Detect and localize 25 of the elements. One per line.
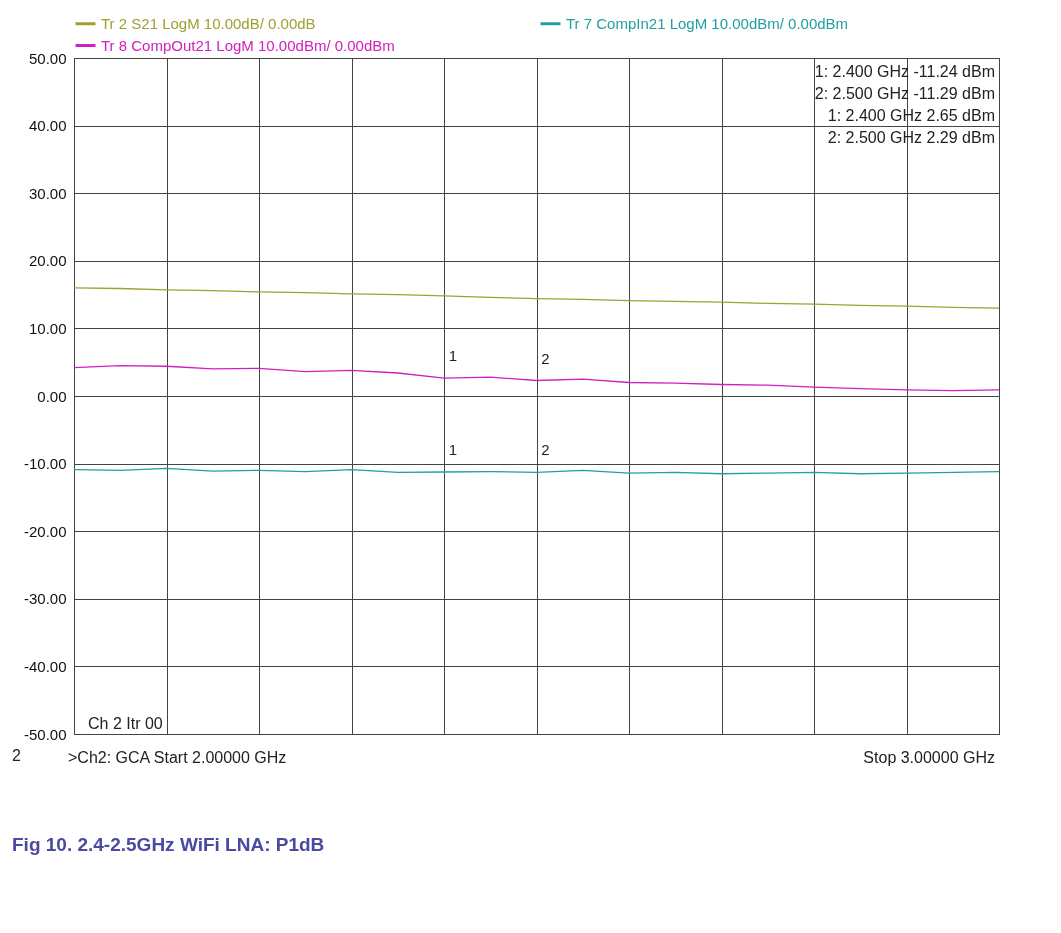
- text: Stop 3.00000 GHz: [863, 749, 995, 766]
- text: 2: [12, 747, 21, 764]
- y-tick-label: 30.00: [28, 184, 67, 202]
- y-tick-label: -10.00: [23, 455, 67, 473]
- y-tick-label: 20.00: [28, 252, 67, 270]
- annotation: 1: [448, 440, 458, 458]
- y-tick-label: 0.00: [37, 387, 67, 405]
- y-tick-label: -20.00: [23, 522, 67, 540]
- y-tick-label: -50.00: [23, 725, 67, 743]
- y-tick-label: 10.00: [28, 319, 67, 337]
- line-series: [74, 287, 999, 309]
- annotation: 2: [541, 441, 550, 459]
- y-tick-label: -30.00: [23, 590, 67, 608]
- annotation: 2: [541, 349, 550, 367]
- y-tick-label: 50.00: [28, 49, 67, 67]
- annotation: 1: [448, 347, 458, 365]
- legend-label: Tr 2 S21 LogM 10.00dB/ 0.00dB: [101, 14, 316, 32]
- text: Fig 10. 2.4-2.5GHz WiFi LNA: P1dB: [12, 834, 325, 855]
- y-tick-label: -40.00: [23, 657, 67, 675]
- line-series: [74, 364, 999, 392]
- legend-label: Tr 7 CompIn21 LogM 10.00dBm/ 0.00dBm: [566, 14, 849, 32]
- text: >Ch2: GCA Start 2.00000 GHz: [68, 749, 287, 766]
- annotation: Ch 2 Itr 00: [88, 715, 163, 732]
- y-tick-label: 40.00: [28, 117, 67, 135]
- legend-label: Tr 8 CompOut21 LogM 10.00dBm/ 0.00dBm: [101, 36, 395, 54]
